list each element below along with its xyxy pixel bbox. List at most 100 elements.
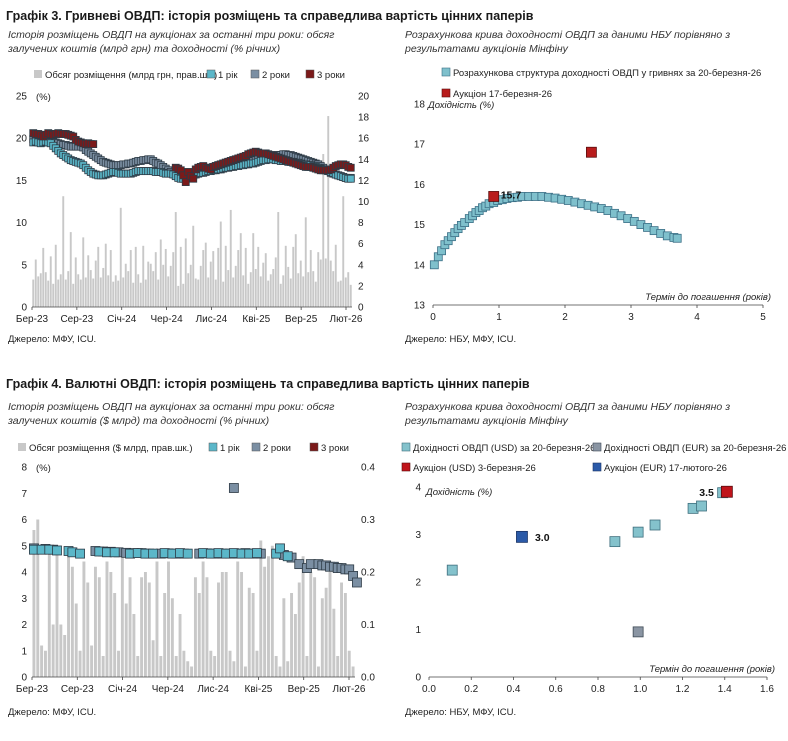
volume-bar xyxy=(305,656,309,677)
volume-bar xyxy=(322,154,325,307)
volume-bar xyxy=(204,242,207,307)
volume-bar xyxy=(337,281,340,307)
data-label: 3.5 xyxy=(699,487,714,499)
volume-bar xyxy=(101,656,105,677)
volume-bar xyxy=(309,250,312,307)
x-tick-label: 4 xyxy=(694,312,700,323)
volume-bar xyxy=(187,273,190,307)
volume-bar xyxy=(314,281,317,307)
legend-swatch xyxy=(250,69,260,79)
volume-bar xyxy=(252,233,255,307)
volume-bar xyxy=(192,225,195,307)
volume-bar xyxy=(217,247,220,307)
volume-bar xyxy=(217,582,220,677)
yield-1y-marker xyxy=(252,548,262,558)
usd-curve-point xyxy=(632,526,644,538)
volume-bar xyxy=(259,540,263,677)
volume-bar xyxy=(152,271,155,307)
legend-swatch xyxy=(401,442,411,452)
volume-bar xyxy=(62,196,65,307)
y-right-tick-label: 18 xyxy=(358,113,370,124)
legend-label: Аукціон 17-березня-26 xyxy=(453,89,552,100)
x-tick-label: 1.4 xyxy=(718,684,732,695)
volume-bar xyxy=(347,650,351,677)
volume-bar xyxy=(290,593,294,677)
volume-bar xyxy=(232,661,236,677)
volume-bar xyxy=(109,250,112,307)
y-left-tick-label: 4 xyxy=(21,568,27,579)
volume-bar xyxy=(77,274,80,307)
volume-bar xyxy=(162,264,165,307)
volume-bar xyxy=(147,261,150,307)
volume-bar xyxy=(274,656,278,677)
y-left-tick-label: 10 xyxy=(16,218,28,229)
volume-bar xyxy=(277,212,280,307)
volume-bar xyxy=(194,278,197,307)
usd-curve-point xyxy=(609,536,621,548)
x-tick-label: 1.6 xyxy=(760,684,774,695)
y-right-tick-label: 0.1 xyxy=(361,620,375,631)
legend-label: Розрахункова структура доходності ОВДП у… xyxy=(453,68,761,79)
volume-bar xyxy=(122,277,125,307)
volume-bar xyxy=(128,577,132,677)
y-right-tick-label: 0.0 xyxy=(361,673,375,684)
volume-bar xyxy=(151,640,155,677)
y-left-tick-label: 5 xyxy=(21,541,27,552)
volume-bar xyxy=(254,269,257,307)
volume-bar xyxy=(117,280,120,307)
y-right-tick-label: 20 xyxy=(358,92,370,103)
volume-bar xyxy=(251,593,255,677)
volume-bar xyxy=(64,279,67,307)
x-tick-label: 1.0 xyxy=(633,684,647,695)
volume-bar xyxy=(343,593,347,677)
x-tick-label: Кві-25 xyxy=(242,314,270,325)
x-tick-label: 1.2 xyxy=(676,684,690,695)
volume-bar xyxy=(304,217,307,307)
volume-bar xyxy=(42,247,45,307)
y-left-tick-label: 5 xyxy=(21,260,27,271)
volume-bar xyxy=(54,244,57,307)
x-tick-label: 0 xyxy=(430,312,436,323)
volume-bar xyxy=(259,276,262,307)
y-left-tick-label: 0 xyxy=(21,303,27,314)
volume-bar xyxy=(174,212,177,307)
y-left-tick-label: 7 xyxy=(21,489,27,500)
volume-bar xyxy=(249,272,252,307)
yield-3y-marker xyxy=(346,163,355,172)
legend-label: Дохідності ОВДП (USD) за 20-березня-26 xyxy=(413,443,595,454)
volume-bar xyxy=(169,265,172,307)
volume-bar xyxy=(113,593,117,677)
volume-bar xyxy=(134,246,137,307)
eur-curve-point xyxy=(632,626,644,638)
volume-bar xyxy=(284,245,287,307)
y-left-tick-label: 0 xyxy=(21,673,27,684)
y-right-tick-label: 10 xyxy=(358,197,370,208)
yield-1y-marker xyxy=(275,543,285,554)
y-tick-label: 16 xyxy=(414,180,426,191)
volume-bar xyxy=(167,561,170,677)
volume-bar xyxy=(262,262,265,307)
x-tick-label: 5 xyxy=(760,312,766,323)
volume-bar xyxy=(43,650,47,677)
volume-bar xyxy=(104,243,107,307)
volume-bar xyxy=(232,277,235,307)
volume-bar xyxy=(82,237,85,307)
eur-auction-point xyxy=(516,530,528,543)
legend-label: Обсяг розміщення ($ млрд, прав.шк.) xyxy=(29,443,192,454)
y-left-tick-label: 20 xyxy=(16,134,28,145)
volume-bar xyxy=(87,255,90,307)
y-right-tick-label: 0.2 xyxy=(361,568,375,579)
volume-bar xyxy=(44,272,47,307)
y-left-tick-label: 2 xyxy=(21,620,27,631)
data-label: 3.0 xyxy=(535,532,550,544)
yield-3y-marker xyxy=(181,178,190,186)
volume-bar xyxy=(182,650,186,677)
volume-bar xyxy=(159,239,162,307)
volume-bar xyxy=(309,572,313,677)
y-tick-label: 1 xyxy=(415,625,421,636)
y-right-tick-label: 8 xyxy=(358,218,364,229)
volume-bar xyxy=(137,274,140,307)
legend-label: 1 рік xyxy=(220,443,240,454)
volume-bar xyxy=(154,252,157,307)
volume-bar xyxy=(320,598,324,677)
